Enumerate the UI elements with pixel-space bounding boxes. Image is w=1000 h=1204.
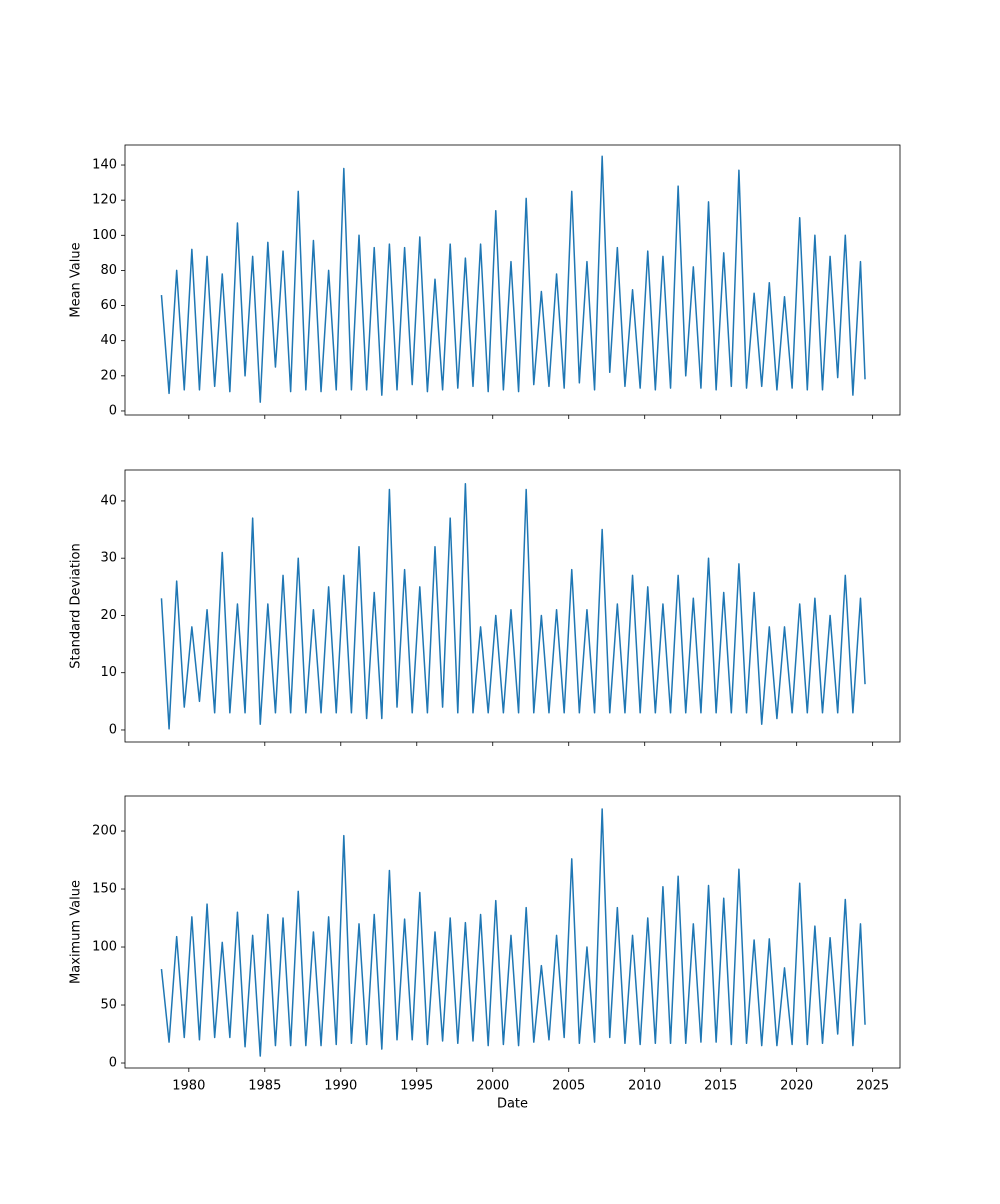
y-tick-label: 20 [100,608,117,623]
x-tick-label: 1985 [248,1079,281,1094]
x-tick-label: 1990 [324,1079,357,1094]
y-tick-label: 200 [92,824,117,839]
y-tick-label: 40 [100,493,117,508]
y-axis-label: Mean Value [69,242,84,317]
y-tick-label: 40 [100,333,117,348]
y-tick-label: 100 [92,940,117,955]
x-tick-label: 2020 [780,1079,813,1094]
y-tick-label: 0 [109,722,117,737]
y-tick-label: 140 [92,158,117,173]
data-line [160,808,866,1057]
y-tick-label: 100 [92,228,117,243]
y-tick-label: 60 [100,298,117,313]
x-tick-label: 2000 [476,1079,509,1094]
x-axis-label: Date [497,1097,528,1112]
y-tick-label: 0 [109,1056,117,1071]
x-tick-label: 2010 [628,1079,661,1094]
x-tick-label: 2005 [552,1079,585,1094]
y-tick-label: 50 [100,998,117,1013]
data-line [160,482,866,730]
x-tick-label: 2015 [704,1079,737,1094]
x-tick-label: 2025 [856,1079,889,1094]
y-tick-label: 150 [92,882,117,897]
y-axis-label: Standard Deviation [69,543,84,668]
y-tick-label: 120 [92,193,117,208]
y-tick-label: 30 [100,551,117,566]
axes-frame [124,795,901,1069]
x-tick-label: 1995 [400,1079,433,1094]
axes-frame [124,469,901,743]
axes-frame [124,144,901,416]
data-line [160,155,866,403]
y-tick-label: 0 [109,403,117,418]
x-tick-label: 1980 [172,1079,205,1094]
y-tick-label: 20 [100,368,117,383]
y-tick-label: 10 [100,665,117,680]
y-axis-label: Maximum Value [69,880,84,984]
y-tick-label: 80 [100,263,117,278]
